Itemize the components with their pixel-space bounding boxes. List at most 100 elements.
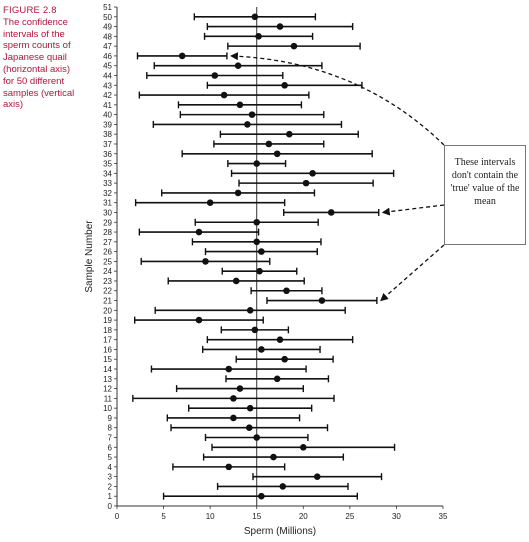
y-tick-label: 36: [103, 150, 112, 159]
interval-mean-point: [232, 277, 240, 285]
y-tick-label: 27: [103, 238, 112, 247]
y-tick-label: 2: [108, 482, 113, 491]
interval-50: [193, 13, 317, 21]
y-tick-label: 0: [108, 502, 113, 511]
interval-mean-point: [251, 13, 259, 21]
interval-mean-point: [211, 72, 219, 79]
interval-mean-point: [276, 336, 284, 343]
y-tick-label: 15: [103, 355, 112, 364]
interval-mean-point: [236, 385, 244, 392]
y-tick-label: 3: [108, 473, 113, 482]
y-axis-title: Sample Number: [84, 220, 95, 293]
interval-31: [134, 199, 286, 207]
interval-46: [136, 52, 228, 60]
interval-series: [132, 13, 396, 500]
interval-mean-point: [206, 199, 214, 206]
y-tick-label: 18: [103, 326, 112, 335]
interval-18: [220, 326, 290, 334]
interval-mean-point: [195, 228, 203, 236]
interval-40: [179, 111, 325, 119]
interval-mean-point: [256, 267, 263, 275]
interval-12: [175, 385, 304, 393]
y-tick-label: 20: [103, 306, 112, 315]
y-tick-label: 33: [103, 179, 112, 188]
interval-mean-point: [273, 150, 281, 158]
interval-mean-point: [327, 209, 335, 216]
interval-5: [202, 453, 345, 461]
interval-mean-point: [220, 91, 228, 99]
interval-mean-point: [251, 326, 259, 334]
callout-arrow: [381, 204, 445, 216]
x-tick-label: 15: [252, 512, 261, 521]
interval-26: [204, 248, 318, 256]
y-tick-label: 9: [108, 414, 113, 423]
interval-mean-point: [299, 443, 307, 451]
y-tick-label: 46: [103, 52, 112, 61]
y-tick-label: 19: [103, 316, 112, 325]
interval-mean-point: [318, 297, 326, 304]
y-tick-label: 24: [103, 267, 112, 276]
x-tick-label: 10: [206, 512, 215, 521]
y-tick-label: 31: [103, 199, 112, 208]
x-tick-label: 25: [345, 512, 354, 521]
interval-13: [225, 375, 330, 383]
y-tick-label: 34: [103, 169, 112, 178]
x-tick-label: 20: [299, 512, 308, 521]
interval-mean-point: [258, 492, 265, 500]
interval-mean-point: [253, 218, 261, 226]
interval-mean-point: [270, 453, 277, 461]
interval-43: [206, 81, 363, 89]
interval-19: [133, 316, 264, 324]
y-tick-label: 47: [103, 42, 112, 51]
y-tick-label: 35: [103, 160, 112, 169]
y-tick-label: 51: [103, 3, 112, 12]
interval-mean-point: [253, 160, 261, 167]
interval-mean-point: [258, 346, 265, 353]
y-tick-label: 10: [103, 404, 112, 413]
interval-mean-point: [258, 248, 265, 255]
y-tick-label: 42: [103, 91, 112, 100]
interval-47: [227, 42, 361, 50]
y-tick-label: 13: [103, 375, 112, 384]
y-axis-ticks: 0123456789101112131415161718192021222324…: [103, 3, 117, 511]
interval-mean-point: [246, 307, 254, 314]
y-tick-label: 17: [103, 336, 112, 345]
interval-44: [146, 71, 284, 79]
interval-mean-point: [246, 404, 254, 412]
interval-mean-point: [236, 101, 244, 109]
callout-arrows: [229, 52, 445, 302]
interval-30: [283, 208, 380, 216]
y-tick-label: 32: [103, 189, 112, 198]
interval-37: [213, 140, 325, 148]
callout-text: These intervals don't contain the 'true'…: [450, 157, 520, 207]
interval-9: [166, 414, 301, 422]
interval-34: [230, 169, 395, 177]
interval-29: [194, 218, 319, 226]
interval-mean-point: [255, 33, 262, 40]
figure-label: FIGURE 2.8: [3, 5, 57, 16]
y-tick-label: 6: [108, 443, 113, 452]
interval-25: [140, 257, 271, 265]
y-tick-label: 1: [108, 492, 113, 501]
interval-mean-point: [202, 258, 209, 265]
interval-21: [266, 297, 378, 305]
y-tick-label: 44: [103, 71, 112, 80]
y-tick-label: 25: [103, 257, 112, 266]
y-tick-label: 11: [104, 394, 113, 403]
interval-33: [238, 179, 374, 187]
y-tick-label: 22: [103, 287, 112, 296]
y-tick-label: 16: [103, 345, 112, 354]
y-tick-label: 14: [103, 365, 112, 374]
interval-22: [250, 287, 323, 295]
interval-14: [150, 365, 307, 373]
interval-mean-point: [244, 121, 251, 128]
y-tick-label: 49: [103, 23, 112, 32]
interval-mean-point: [178, 52, 186, 60]
interval-28: [138, 228, 260, 236]
y-tick-label: 23: [103, 277, 112, 286]
interval-mean-point: [265, 140, 273, 148]
interval-mean-point: [279, 483, 287, 490]
y-tick-label: 40: [103, 111, 112, 120]
interval-mean-point: [245, 424, 253, 432]
